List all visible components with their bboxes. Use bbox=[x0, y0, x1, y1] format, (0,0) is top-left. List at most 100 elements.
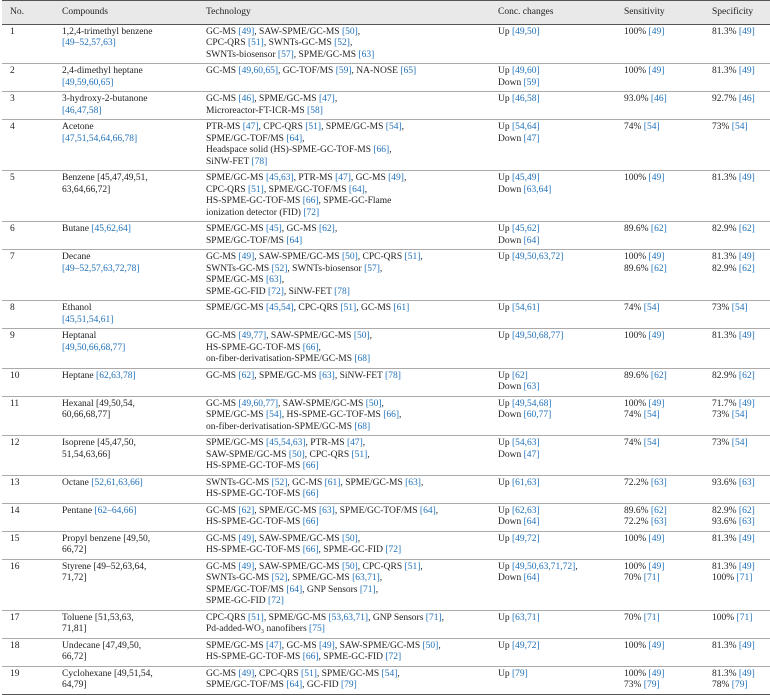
cell-conc-changes: Up [46,58] bbox=[494, 92, 620, 120]
cell-conc-changes-line: Down [64] bbox=[498, 235, 540, 246]
cell-sensitivity: 100% [49] bbox=[620, 531, 708, 559]
cell-specificity-line: 81.3% [49] bbox=[712, 173, 755, 183]
cell-compound: Pentane [62–64,66] bbox=[58, 503, 202, 531]
cell-conc-changes: Up [49,54,68] Down [60,77] bbox=[494, 396, 620, 436]
cell-compound-line: Undecane [47,49,50, bbox=[62, 640, 142, 651]
cell-sensitivity-line: 89.6% [62] bbox=[624, 370, 667, 381]
cell-technology-line: HS-SPME-GC-TOF-MS [66], SPME-GC-FID [72] bbox=[206, 652, 402, 662]
cell-compound-line: Pentane [62–64,66] bbox=[62, 505, 137, 516]
cell-conc-changes-line: Up [61,63] bbox=[498, 477, 540, 488]
cell-conc-changes: Up [45,62] Down [64] bbox=[494, 222, 620, 250]
cell-sensitivity-line: 100% [49] bbox=[624, 331, 665, 341]
cell-technology: GC-MS [49], SAW-SPME/GC-MS [50], CPC-QRS… bbox=[202, 559, 494, 610]
cell-sensitivity-line: 89.6% [62] bbox=[624, 224, 667, 234]
cell-technology: GC-MS [49], CPC-QRS [51], SPME/GC-MS [54… bbox=[202, 666, 494, 694]
cell-specificity: 81.3% [49] bbox=[708, 64, 770, 92]
cell-compound-line: 71,72] bbox=[62, 573, 87, 583]
cell-technology-line: GC-MS [49,77], SAW-SPME/GC-MS [50], bbox=[206, 331, 373, 341]
cell-compound-line: 71,81] bbox=[62, 624, 87, 634]
cell-no: 19 bbox=[10, 668, 20, 679]
cell-compound-line: 66,72] bbox=[62, 545, 87, 555]
cell-compound: 2,4-dimethyl heptane [49,59,60,65] bbox=[58, 64, 202, 92]
cell-compound: Acetone [47,51,54,64,66,78] bbox=[58, 120, 202, 171]
table-row: 7 Decane [49–52,57,63,72,78] GC-MS [49], SA… bbox=[2, 250, 770, 301]
cell-compound-line: Acetone bbox=[62, 122, 94, 132]
cell-compound: Propyl benzene [49,50, 66,72] bbox=[58, 531, 202, 559]
table-row: 2 2,4-dimethyl heptane [49,59,60,65] GC-MS … bbox=[2, 64, 770, 92]
cell-specificity: 71.7% [49] 73% [54] bbox=[708, 396, 770, 436]
cell-compound: Benzene [45,47,49,51, 63,64,66,72] bbox=[58, 171, 202, 222]
cell-conc-changes-line: Down [47] bbox=[498, 449, 540, 460]
cell-specificity-line: 81.3% [49] bbox=[712, 331, 755, 341]
cell-conc-changes: Up [49,50,63,72] bbox=[494, 250, 620, 301]
cell-technology-line: SiNW-FET [78] bbox=[206, 156, 268, 167]
table-row: 11 Hexanal [49,50,54, 60,66,68,77] GC-MS [4… bbox=[2, 396, 770, 436]
cell-technology-line: SWNTs-GC-MS [52], GC-MS [61], SPME/GC-MS… bbox=[206, 477, 424, 488]
cell-specificity: 93.6% [63] bbox=[708, 475, 770, 503]
cell-technology-line: HS-SPME-GC-TOF-MS [66] bbox=[206, 517, 319, 527]
cell-specificity-line: 81.3% [49] bbox=[712, 668, 755, 679]
cell-technology-line: HS-SPME-GC-TOF-MS [66], SPME-GC-FID [72] bbox=[206, 545, 402, 555]
table-row: 9 Heptanal [49,50,66,68,77] GC-MS [49,77], … bbox=[2, 329, 770, 369]
cell-conc-changes-line: Down [64] bbox=[498, 517, 540, 527]
cell-sensitivity-line: 70% [71] bbox=[624, 573, 660, 583]
cell-technology-line: SPME/GC-MS [45,63], PTR-MS [47], GC-MS [… bbox=[206, 173, 407, 183]
cell-technology-line: SPME-GC-FID [72], SiNW-FET [78] bbox=[206, 286, 350, 297]
cell-sensitivity-line: 100% [49] bbox=[624, 26, 665, 37]
cell-technology: GC-MS [62], SPME/GC-MS [63], SiNW-FET [7… bbox=[202, 368, 494, 396]
cell-conc-changes: Up [63,71] bbox=[494, 610, 620, 638]
cell-sensitivity-line: 89.6% [62] bbox=[624, 505, 667, 516]
cell-conc-changes: Up [49,50,68,77] bbox=[494, 329, 620, 369]
cell-conc-changes-line: Up [46,58] bbox=[498, 94, 540, 104]
cell-technology-line: GC-MS [49], SAW-SPME/GC-MS [50], bbox=[206, 26, 361, 37]
cell-no: 18 bbox=[10, 640, 20, 651]
cell-technology-line: SWNTs-GC-MS [52], SWNTs-biosensor [57], bbox=[206, 263, 383, 274]
cell-sensitivity-line: 100% [49] bbox=[624, 561, 665, 572]
table-row: 3 3-hydroxy-2-butanone [46,47,58] GC-MS [46… bbox=[2, 92, 770, 120]
cell-technology: PTR-MS [47], CPC-QRS [51], SPME/GC-MS [5… bbox=[202, 120, 494, 171]
cell-specificity: 81.3% [49] bbox=[708, 329, 770, 369]
cell-specificity-line: 82.9% [62] bbox=[712, 370, 755, 381]
cell-sensitivity: 100% [49] bbox=[620, 329, 708, 369]
cell-technology: GC-MS [49], SAW-SPME/GC-MS [50], HS-SPME-… bbox=[202, 531, 494, 559]
cell-specificity: 73% [54] bbox=[708, 301, 770, 329]
cell-no: 13 bbox=[10, 477, 20, 488]
cell-technology-line: SPME/GC-TOF/MS [64], GC-FID [79] bbox=[206, 680, 357, 690]
table-row: 12 Isoprene [45,47,50, 51,54,63,66] SPME/GC… bbox=[2, 436, 770, 476]
cell-technology-line: GC-MS [49], SAW-SPME/GC-MS [50], bbox=[206, 533, 361, 544]
cell-specificity-line: 82.9% [62] bbox=[712, 505, 755, 516]
cell-compound-line: Cyclohexane [49,51,54, bbox=[62, 668, 153, 679]
cell-sensitivity-line: 100% [49] bbox=[624, 398, 665, 409]
cell-sensitivity: 74% [54] bbox=[620, 120, 708, 171]
cell-technology-line: SPME/GC-TOF/MS [64], bbox=[206, 133, 305, 144]
cell-compound-line: Toluene [51,53,63, bbox=[62, 612, 134, 623]
cell-sensitivity-line: 100% [49] bbox=[624, 252, 665, 262]
cell-sensitivity: 74% [54] bbox=[620, 436, 708, 476]
cell-sensitivity-line: 100% [49] bbox=[624, 640, 665, 651]
cell-technology-line: SPME/GC-MS [45], GC-MS [62], bbox=[206, 224, 338, 234]
cell-sensitivity-line: 74% [54] bbox=[624, 410, 660, 420]
cell-technology-line: SPME/GC-MS [47], GC-MS [49], SAW-SPME/GC… bbox=[206, 640, 441, 651]
header-compounds: Compounds bbox=[58, 0, 202, 25]
cell-specificity: 81.3% [49] bbox=[708, 638, 770, 666]
cell-compound-line: Hexanal [49,50,54, bbox=[62, 398, 135, 409]
cell-technology-line: ionization detector (FID) [72] bbox=[206, 207, 320, 218]
cell-compound: Heptanal [49,50,66,68,77] bbox=[58, 329, 202, 369]
cell-compound-line: 63,64,66,72] bbox=[62, 184, 111, 195]
cell-technology-line: CPC-QRS [51], SPME/GC-MS [53,63,71], GNP… bbox=[206, 612, 444, 623]
cell-specificity: 81.3% [49] bbox=[708, 531, 770, 559]
cell-sensitivity: 93.0% [46] bbox=[620, 92, 708, 120]
cell-sensitivity: 70% [71] bbox=[620, 610, 708, 638]
cell-sensitivity-line: 74% [54] bbox=[624, 122, 660, 132]
cell-sensitivity-line: 100% [49] bbox=[624, 533, 665, 544]
cell-no: 6 bbox=[10, 224, 15, 234]
cell-sensitivity-line: 74% [54] bbox=[624, 303, 660, 313]
cell-sensitivity-line: 100% [49] bbox=[624, 173, 665, 183]
cell-technology: GC-MS [46], SPME/GC-MS [47], Microreactor… bbox=[202, 92, 494, 120]
cell-technology: GC-MS [49], SAW-SPME/GC-MS [50], CPC-QRS… bbox=[202, 250, 494, 301]
cell-technology-line: HS-SPME-GC-TOF-MS [66] bbox=[206, 489, 319, 499]
cell-specificity-line: 78% [79] bbox=[712, 680, 748, 690]
cell-technology-line: GC-MS [62], SPME/GC-MS [63], SiNW-FET [7… bbox=[206, 370, 401, 381]
